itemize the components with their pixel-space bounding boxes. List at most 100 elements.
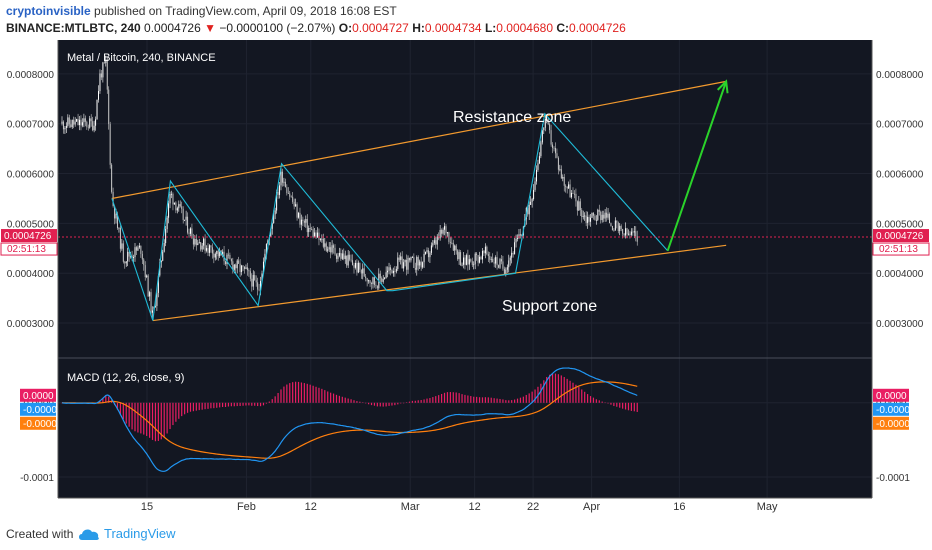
- candle-body: [143, 259, 145, 266]
- macd-signal-line: [61, 381, 638, 459]
- zigzag-pattern-line[interactable]: [111, 112, 669, 321]
- author-link[interactable]: cryptoinvisible: [6, 4, 91, 18]
- candle-body: [280, 171, 282, 186]
- tradingview-link[interactable]: TradingView: [104, 526, 176, 541]
- candle-body: [417, 256, 419, 266]
- candle-body: [284, 181, 286, 188]
- macd-histogram-bar: [160, 402, 162, 440]
- tradingview-cloud-icon[interactable]: [77, 527, 101, 541]
- candle-body: [357, 262, 359, 273]
- time-tick-label: Feb: [237, 501, 256, 513]
- macd-histogram-bar: [388, 402, 390, 406]
- macd-histogram-bar: [379, 402, 381, 407]
- macd-histogram-bar: [347, 398, 349, 403]
- macd-histogram-bar: [423, 399, 425, 403]
- candle-body: [410, 257, 412, 261]
- macd-histogram-bar: [137, 402, 139, 433]
- macd-histogram-bar: [195, 402, 197, 411]
- candle-body: [197, 243, 199, 246]
- macd-histogram-bar: [400, 402, 402, 404]
- macd-histogram-bar: [213, 402, 215, 409]
- candle-body: [233, 264, 235, 270]
- chart-canvas[interactable]: 0.0008000 0.0008000 0.0007000 0.0007000 0.00…: [0, 40, 932, 518]
- candle-body: [474, 253, 476, 265]
- candle-body: [514, 242, 516, 255]
- macd-histogram-bar: [105, 396, 107, 403]
- candle-body: [356, 262, 358, 273]
- candle-body: [306, 219, 308, 233]
- candle-body: [84, 118, 86, 122]
- candle-body: [74, 121, 76, 125]
- candle-body: [315, 232, 317, 238]
- price-tick-left: 0.0005000: [7, 219, 55, 230]
- candle-body: [575, 193, 577, 202]
- candle-body: [90, 118, 92, 122]
- macd-histogram-bar: [549, 374, 551, 403]
- macd-histogram-bar: [417, 400, 419, 403]
- candle-body: [264, 253, 266, 262]
- macd-histogram-bar: [470, 396, 472, 403]
- macd-histogram-bar: [528, 393, 530, 403]
- macd-histogram-bar: [297, 381, 300, 403]
- candle-body: [568, 184, 570, 189]
- macd-histogram-bar: [140, 402, 142, 434]
- candle-body: [616, 220, 618, 223]
- current-price-label: 0.0004726: [876, 231, 924, 242]
- candle-body: [538, 156, 540, 164]
- price-tick-left: 0.0008000: [7, 70, 55, 81]
- candle-body: [414, 267, 416, 270]
- candle-body: [604, 212, 606, 219]
- candle-body: [500, 259, 502, 262]
- support-trendline[interactable]: [152, 244, 727, 322]
- macd-value-box: [873, 416, 909, 430]
- macd-histogram-bar: [481, 397, 484, 403]
- macd-histogram-bar: [321, 388, 323, 403]
- candle-body: [293, 201, 295, 207]
- macd-value-label: 0.0000: [23, 391, 54, 402]
- candle-body: [273, 214, 275, 224]
- candle-body: [464, 257, 466, 265]
- candle-body: [98, 91, 99, 100]
- candle-body: [340, 253, 342, 259]
- candle-body: [338, 253, 340, 256]
- candle-body: [119, 227, 121, 249]
- macd-histogram-bar: [216, 402, 218, 408]
- macd-histogram-bar: [315, 386, 317, 403]
- candle-body: [620, 225, 622, 229]
- candle-body: [258, 289, 260, 291]
- candle-body: [483, 250, 485, 254]
- macd-histogram-bar: [277, 393, 279, 403]
- candle-body: [62, 121, 64, 130]
- candle-body: [467, 255, 469, 265]
- candle-body: [281, 171, 283, 183]
- candle-body: [64, 127, 66, 130]
- candle-body: [392, 270, 394, 274]
- candle-body: [609, 213, 610, 224]
- candle-body: [562, 177, 564, 179]
- candle-body: [354, 262, 356, 268]
- macd-histogram-bar: [554, 373, 557, 403]
- candle-body: [249, 271, 251, 279]
- projection-arrow[interactable]: [666, 81, 728, 252]
- candle-body: [244, 266, 245, 270]
- macd-histogram-bar: [259, 402, 262, 407]
- candle-body: [509, 257, 511, 261]
- candle-body: [549, 124, 551, 131]
- candle-body: [152, 310, 154, 313]
- candle-body: [154, 305, 156, 307]
- time-tick-label: 12: [305, 501, 317, 513]
- resistance-trendline[interactable]: [111, 80, 727, 200]
- candle-body: [372, 277, 374, 285]
- macd-histogram-bar: [274, 396, 276, 403]
- candle-body: [511, 252, 513, 258]
- macd-histogram-bar: [514, 399, 516, 403]
- macd-histogram-bar: [242, 402, 244, 406]
- macd-histogram-bar: [411, 400, 413, 403]
- candle-body: [498, 265, 500, 268]
- candle-body: [557, 157, 559, 170]
- candle-body: [87, 126, 89, 128]
- macd-histogram-bar: [146, 402, 148, 436]
- candle-body: [506, 267, 508, 270]
- macd-histogram-bar: [149, 402, 151, 438]
- candle-body: [286, 187, 288, 194]
